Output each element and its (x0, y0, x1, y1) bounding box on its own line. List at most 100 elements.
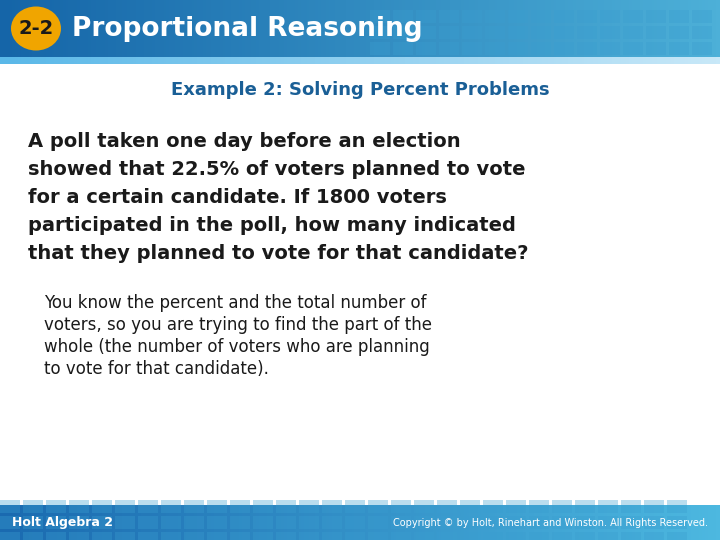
Bar (207, 516, 227, 529)
Bar (506, 532, 526, 540)
Bar (69, 532, 89, 540)
Bar (462, 10, 482, 23)
Bar (69, 516, 89, 529)
Bar (506, 500, 526, 513)
Bar (667, 532, 687, 540)
Bar (230, 516, 250, 529)
Bar (439, 42, 459, 55)
Bar (207, 532, 227, 540)
Bar (414, 532, 434, 540)
Bar (577, 26, 597, 39)
Bar (600, 10, 620, 23)
Bar (253, 500, 273, 513)
Bar (644, 500, 664, 513)
Bar (370, 26, 390, 39)
Bar (531, 26, 551, 39)
Bar (138, 500, 158, 513)
Bar (92, 516, 112, 529)
Bar (276, 516, 296, 529)
Bar (600, 26, 620, 39)
Text: that they planned to vote for that candidate?: that they planned to vote for that candi… (28, 244, 528, 263)
Bar (299, 532, 319, 540)
Bar (460, 500, 480, 513)
Text: to vote for that candidate).: to vote for that candidate). (44, 360, 269, 378)
Bar (554, 26, 574, 39)
Bar (253, 516, 273, 529)
Bar (692, 26, 712, 39)
Bar (508, 26, 528, 39)
Bar (531, 10, 551, 23)
Bar (46, 516, 66, 529)
Bar (138, 532, 158, 540)
Bar (552, 500, 572, 513)
Bar (508, 10, 528, 23)
Bar (0, 516, 20, 529)
Bar (439, 10, 459, 23)
Bar (368, 532, 388, 540)
Bar (644, 532, 664, 540)
Bar (529, 532, 549, 540)
Bar (393, 42, 413, 55)
Bar (138, 516, 158, 529)
Bar (416, 26, 436, 39)
Bar (598, 532, 618, 540)
Text: whole (the number of voters who are planning: whole (the number of voters who are plan… (44, 338, 430, 356)
Bar (345, 516, 365, 529)
Bar (483, 500, 503, 513)
Bar (322, 516, 342, 529)
Bar (439, 26, 459, 39)
Bar (161, 532, 181, 540)
Bar (230, 532, 250, 540)
Bar (554, 10, 574, 23)
Bar (506, 516, 526, 529)
Bar (529, 516, 549, 529)
Bar (644, 516, 664, 529)
Text: Copyright © by Holt, Rinehart and Winston. All Rights Reserved.: Copyright © by Holt, Rinehart and Winsto… (393, 517, 708, 528)
Bar (23, 500, 43, 513)
Bar (621, 500, 641, 513)
Bar (437, 532, 457, 540)
Bar (600, 42, 620, 55)
Bar (161, 500, 181, 513)
Bar (437, 516, 457, 529)
Bar (485, 42, 505, 55)
Bar (391, 500, 411, 513)
Bar (483, 532, 503, 540)
Ellipse shape (11, 6, 61, 51)
Bar (299, 500, 319, 513)
Bar (669, 42, 689, 55)
Bar (368, 500, 388, 513)
Text: Example 2: Solving Percent Problems: Example 2: Solving Percent Problems (171, 81, 549, 99)
Bar (646, 42, 666, 55)
Text: You know the percent and the total number of: You know the percent and the total numbe… (44, 294, 426, 312)
Bar (23, 532, 43, 540)
Bar (621, 532, 641, 540)
Bar (299, 516, 319, 529)
Bar (623, 42, 643, 55)
Bar (115, 500, 135, 513)
Text: showed that 22.5% of voters planned to vote: showed that 22.5% of voters planned to v… (28, 160, 526, 179)
Bar (414, 516, 434, 529)
Bar (577, 10, 597, 23)
Bar (552, 516, 572, 529)
Bar (368, 516, 388, 529)
Bar (577, 42, 597, 55)
Bar (184, 500, 204, 513)
Bar (345, 500, 365, 513)
Bar (692, 10, 712, 23)
Bar (276, 532, 296, 540)
Bar (575, 500, 595, 513)
Text: A poll taken one day before an election: A poll taken one day before an election (28, 132, 461, 151)
Bar (184, 516, 204, 529)
Bar (391, 532, 411, 540)
Bar (115, 516, 135, 529)
Bar (393, 10, 413, 23)
Text: Holt Algebra 2: Holt Algebra 2 (12, 516, 113, 529)
Bar (531, 42, 551, 55)
Bar (460, 532, 480, 540)
Bar (554, 42, 574, 55)
Text: voters, so you are trying to find the part of the: voters, so you are trying to find the pa… (44, 316, 432, 334)
Bar (416, 10, 436, 23)
Bar (370, 42, 390, 55)
Bar (552, 532, 572, 540)
